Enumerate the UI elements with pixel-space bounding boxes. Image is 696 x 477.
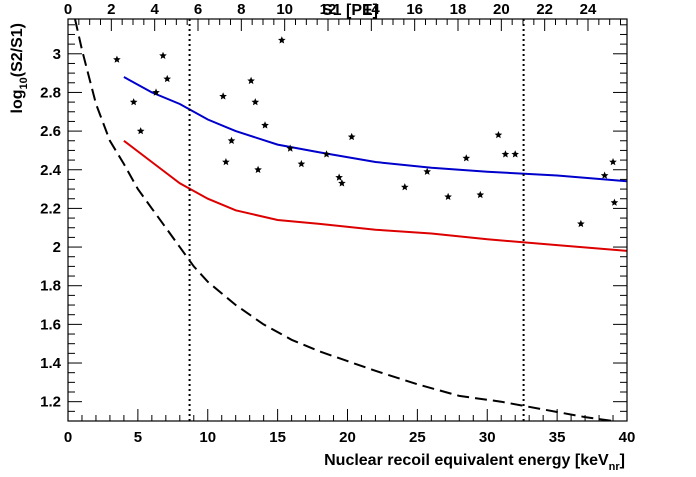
y-axis-label: log10(S2/S1) [9,23,30,114]
y-tick-label: 1.4 [40,355,62,372]
x-tick-label: 0 [64,429,72,446]
y-tick-label: 1.6 [40,316,61,333]
event-point [227,136,236,144]
threshold-lines-layer [188,19,525,421]
event-point [511,150,519,158]
event-point [136,127,145,135]
y-tick-label: 2.6 [40,123,61,140]
event-point [347,132,356,141]
top-axis-label: S1 [PE] [322,2,378,19]
top-tick-label: 0 [64,1,72,18]
top-tick-label: 14 [363,1,380,18]
y-tick-label: 2 [53,239,61,256]
top-tick-label: 6 [194,1,202,18]
y-tick-label: 3 [53,46,61,63]
event-point [254,165,262,173]
top-tick-label: 8 [237,1,245,18]
top-tick-label: 18 [450,1,467,18]
y-tick-label: 2.2 [40,200,61,217]
x-tick-label: 10 [199,429,216,446]
event-point [610,198,619,206]
event-point [222,158,230,166]
event-point [423,167,431,175]
curve-1 [123,140,627,252]
event-point [159,51,167,59]
event-point [163,74,171,83]
event-point [278,36,286,44]
events-layer [113,36,619,228]
top-tick-label: 12 [320,1,337,18]
event-point [335,173,343,181]
event-point [600,171,609,179]
event-point [152,88,160,96]
x-axis-label: Nuclear recoil equivalent energy [keVnr] [324,452,625,472]
curve-0 [123,76,627,183]
event-point [322,150,331,158]
ticks-layer [67,19,628,422]
event-point [401,183,409,191]
event-point [129,98,138,106]
x-tick-label: 20 [339,429,356,446]
top-tick-label: 4 [150,1,159,18]
top-tick-label: 20 [493,1,510,18]
x-tick-label: 5 [134,429,142,446]
event-point [297,160,306,168]
x-tick-label: 30 [479,429,496,446]
top-tick-label: 24 [580,1,597,18]
event-point [286,144,294,152]
event-point [444,192,452,200]
y-tick-label: 2.8 [40,84,61,101]
event-point [462,154,471,162]
event-point [476,190,485,199]
curves-layer [74,19,627,421]
event-point [219,92,227,100]
curve-2 [74,19,614,421]
top-tick-label: 2 [107,1,115,18]
event-point [338,179,346,187]
x-tick-label: 25 [409,429,426,446]
event-point [609,158,617,166]
event-point [113,55,121,63]
event-point [577,219,585,228]
tick-labels-layer: 0 5 10 15 20 25 30 35 400 2 4 6 8 10 12 14 16 18 20 22 241.2… [40,1,635,446]
event-point [494,131,503,139]
event-point [261,121,269,129]
y-tick-label: 1.2 [40,394,61,411]
top-tick-label: 16 [406,1,423,18]
event-point [501,150,510,158]
top-tick-label: 22 [536,1,553,18]
y-tick-label: 1.8 [40,278,61,295]
top-tick-label: 10 [276,1,293,18]
x-tick-label: 35 [549,429,566,446]
x-tick-label: 15 [269,429,286,446]
y-tick-label: 2.4 [40,162,62,179]
event-point [251,98,260,106]
x-tick-label: 40 [619,429,636,446]
event-point [247,76,255,85]
